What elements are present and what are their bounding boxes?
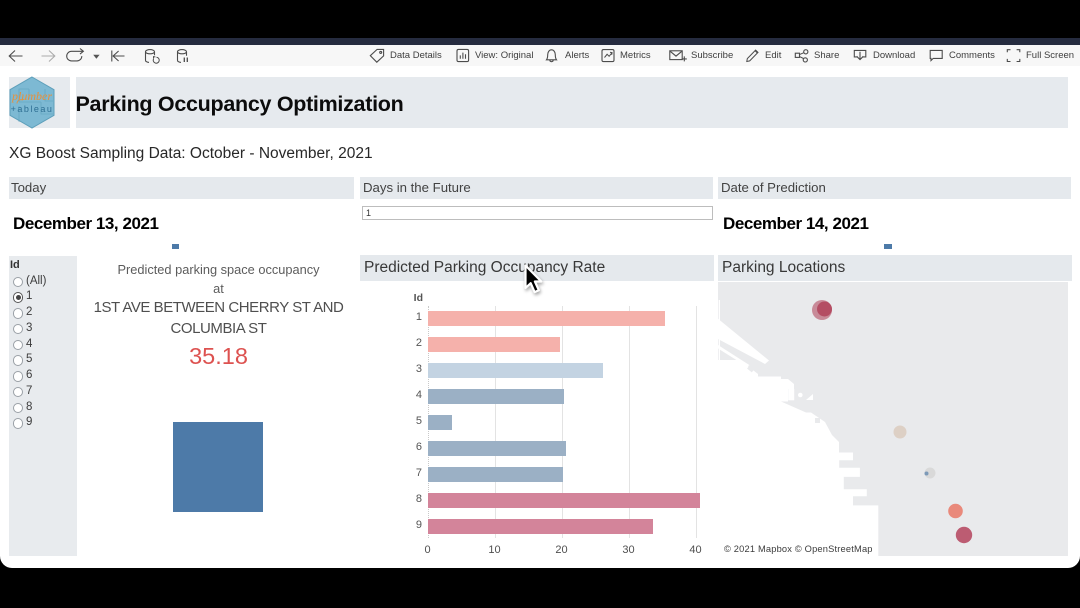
svg-text:plumber: plumber	[11, 89, 52, 103]
svg-text:© 2021 Mapbox © OpenStreetMap: © 2021 Mapbox © OpenStreetMap	[724, 544, 873, 554]
svg-text:+ableau: +ableau	[11, 104, 54, 114]
